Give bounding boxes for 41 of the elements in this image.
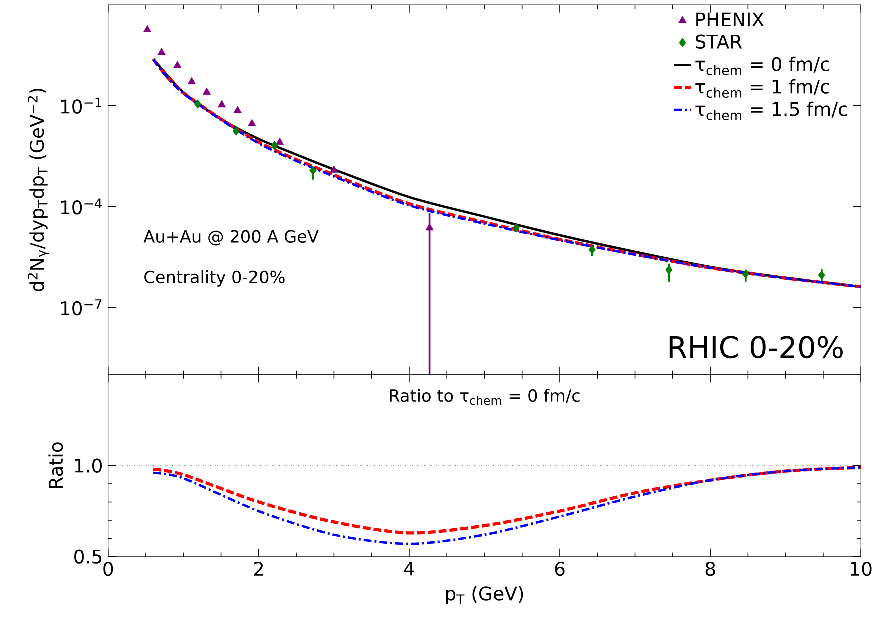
- y-tick-label: 0.5: [74, 550, 102, 564]
- x-tick-label: 2: [254, 562, 264, 576]
- point: [143, 25, 152, 32]
- point: [271, 140, 278, 150]
- x-tick-label: 0: [104, 562, 114, 576]
- point: [248, 119, 256, 126]
- x-tick-label: 4: [404, 562, 414, 576]
- point: [194, 99, 202, 109]
- y-tick-label: 10$^{−1}$: [61, 98, 102, 114]
- legend-label: τ$_{chem}$ = 0 fm/c: [696, 56, 830, 76]
- point: [232, 126, 240, 136]
- x-tick-label: 8: [706, 562, 716, 576]
- y-tick-label: 10$^{−7}$: [61, 299, 102, 316]
- point: [588, 245, 596, 254]
- text: Ratio to τ$_{chem}$ = 0 fm/c: [390, 388, 580, 405]
- point: [742, 269, 750, 279]
- y-axis-title: Ratio: [48, 442, 64, 488]
- legend-label: τ$_{chem}$ = 1 fm/c: [696, 79, 830, 98]
- legend-label: PHENIX: [696, 12, 764, 26]
- legend-label: STAR: [696, 34, 742, 49]
- point: [218, 100, 226, 108]
- point: [818, 270, 826, 280]
- annotation: RHIC 0-20%: [670, 336, 843, 358]
- point: [174, 60, 182, 68]
- y-tick-label: 10$^{−4}$: [61, 198, 102, 215]
- point: [310, 166, 317, 176]
- point: [188, 77, 196, 84]
- point: [512, 223, 520, 233]
- point: [158, 48, 166, 55]
- legend-label: τ$_{chem}$ = 1.5 fm/c: [696, 102, 848, 120]
- x-tick-label: 6: [555, 562, 565, 576]
- point: [202, 88, 212, 95]
- text: d$^{2}$N$_{γ}$/dyp$_{T}$dp$_{T}$ (GeV$^{−2}$): [28, 88, 50, 292]
- point: [276, 138, 284, 145]
- annotation: Centrality 0-20%: [144, 270, 285, 287]
- point: [330, 166, 338, 173]
- annotation: Au+Au @ 200 A GeV: [144, 230, 319, 246]
- x-tick-label: 10: [851, 562, 872, 576]
- y-tick-label: 1.0: [75, 458, 102, 473]
- point: [234, 106, 242, 114]
- x-axis-title: p$_{T}$ (GeV): [446, 586, 524, 604]
